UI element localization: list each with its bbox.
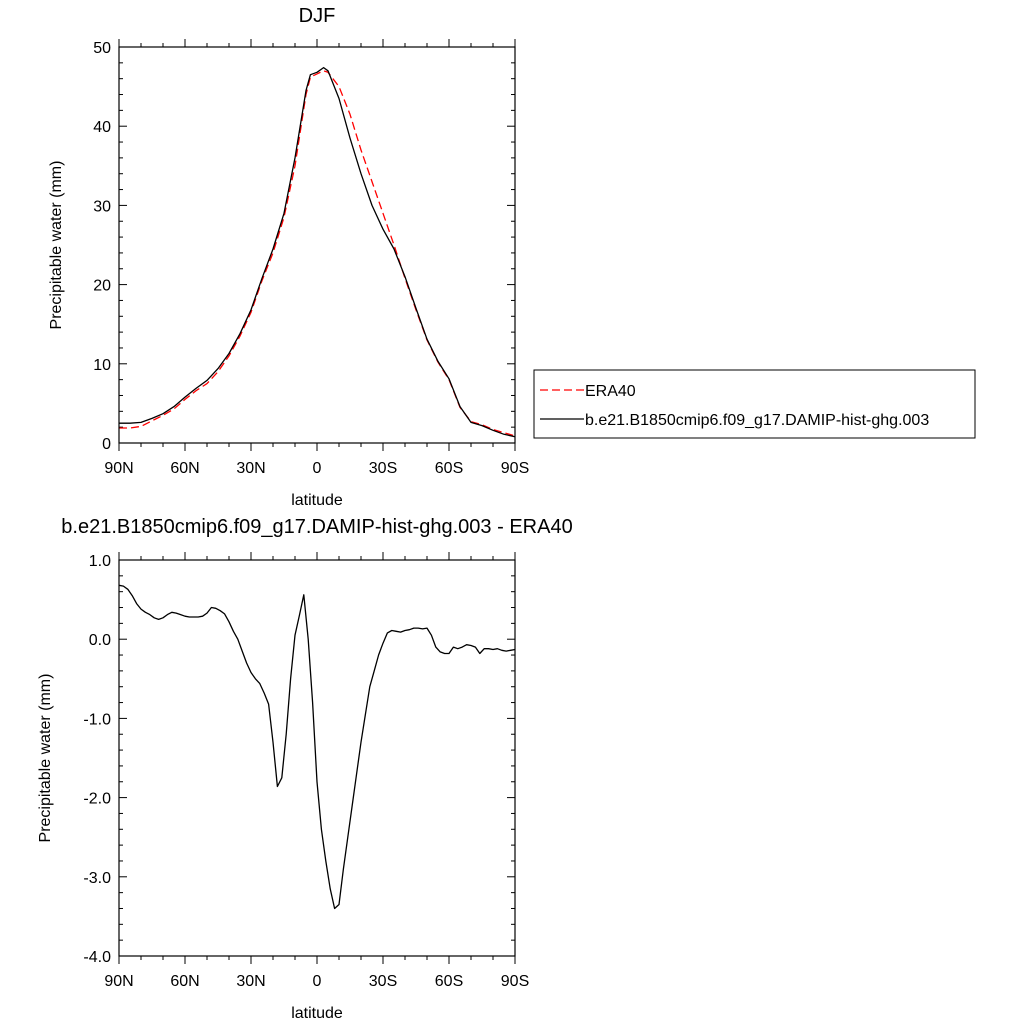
x-tick-label: 60N bbox=[170, 973, 199, 990]
y-tick-label: 0.0 bbox=[89, 632, 111, 649]
y-tick-label: 20 bbox=[93, 278, 111, 295]
legend-label-model: b.e21.B1850cmip6.f09_g17.DAMIP-hist-ghg.… bbox=[585, 412, 929, 429]
y-tick-label: 40 bbox=[93, 119, 111, 136]
y-tick-label: 0 bbox=[102, 436, 111, 453]
x-tick-label: 90S bbox=[501, 460, 529, 477]
y-tick-label: 50 bbox=[93, 40, 111, 57]
panel-bottom-x-axis-label: latitude bbox=[291, 1005, 343, 1022]
x-tick-label: 60N bbox=[170, 460, 199, 477]
difference-series-line bbox=[118, 584, 516, 910]
legend-label-era40: ERA40 bbox=[585, 383, 636, 400]
panel-top-y-axis-label: Precipitable water (mm) bbox=[48, 161, 65, 330]
panel-bottom: b.e21.B1850cmip6.f09_g17.DAMIP-hist-ghg.… bbox=[37, 516, 573, 1022]
y-tick-label: 30 bbox=[93, 198, 111, 215]
y-tick-label: -3.0 bbox=[83, 870, 111, 887]
y-tick-label: 1.0 bbox=[89, 553, 111, 570]
legend: ERA40 b.e21.B1850cmip6.f09_g17.DAMIP-his… bbox=[533, 369, 976, 439]
legend-box bbox=[533, 369, 976, 439]
panel-top-x-axis-label: latitude bbox=[291, 492, 343, 509]
panel-bottom-y-axis-label: Precipitable water (mm) bbox=[37, 674, 54, 843]
y-tick-label: 10 bbox=[93, 357, 111, 374]
x-tick-label: 30S bbox=[369, 973, 397, 990]
panel-top-frame bbox=[118, 46, 516, 444]
series-line-model bbox=[119, 66, 516, 438]
panel-top-title: DJF bbox=[299, 5, 336, 27]
x-tick-label: 30N bbox=[236, 460, 265, 477]
panel-top: DJF 0 10 20 30 40 50 90N 60N 30N 0 30S 60S 90S latit… bbox=[48, 5, 529, 509]
y-tick-label: -4.0 bbox=[83, 949, 111, 966]
y-tick-label: -2.0 bbox=[83, 791, 111, 808]
x-tick-label: 90S bbox=[501, 973, 529, 990]
panel-bottom-series bbox=[118, 584, 516, 910]
panel-top-ticks: 0 10 20 30 40 50 90N 60N 30N 0 30S 60S 90S bbox=[93, 39, 529, 477]
panel-bottom-frame bbox=[118, 559, 516, 957]
panel-bottom-ticks: 1.0 0.0 -1.0 -2.0 -3.0 -4.0 90N 60N 30N 0 30S 60S 90… bbox=[83, 552, 529, 990]
panel-top-series bbox=[119, 66, 516, 438]
panel-bottom-title: b.e21.B1850cmip6.f09_g17.DAMIP-hist-ghg.… bbox=[61, 516, 572, 538]
x-tick-label: 30S bbox=[369, 460, 397, 477]
x-tick-label: 0 bbox=[313, 460, 322, 477]
series-line-era40 bbox=[119, 70, 516, 437]
x-tick-label: 90N bbox=[104, 973, 133, 990]
x-tick-label: 60S bbox=[435, 460, 463, 477]
x-tick-label: 90N bbox=[104, 460, 133, 477]
x-tick-label: 30N bbox=[236, 973, 265, 990]
x-tick-label: 60S bbox=[435, 973, 463, 990]
y-tick-label: -1.0 bbox=[83, 711, 111, 728]
x-tick-label: 0 bbox=[313, 973, 322, 990]
